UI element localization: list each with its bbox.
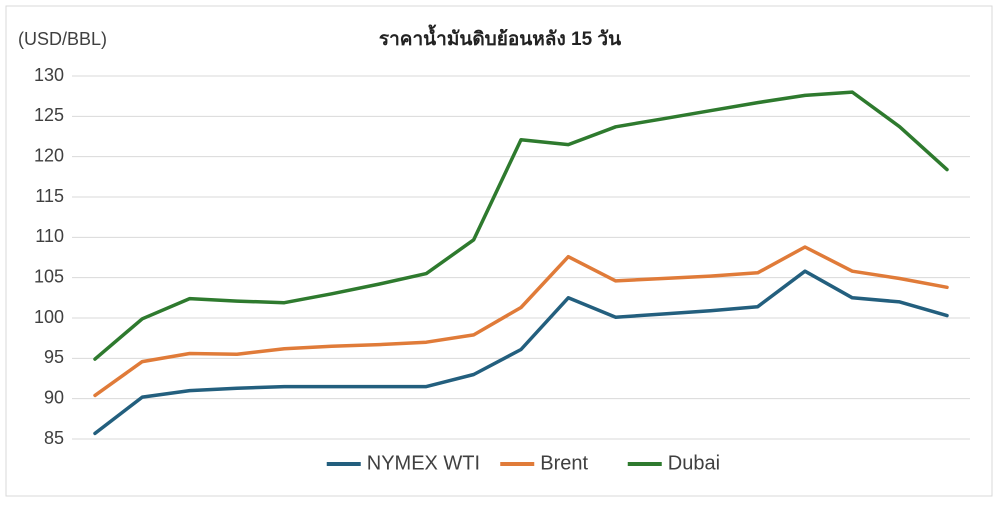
y-tick-label: 130 (34, 65, 64, 85)
chart-title: ราคาน้ำมันดิบย้อนหลัง 15 วัน (379, 24, 621, 50)
chart-border (5, 5, 993, 497)
series-line (93, 245, 949, 398)
legend-label: Brent (540, 452, 588, 474)
y-tick-label: 110 (35, 226, 64, 246)
y-tick-label: 95 (44, 347, 64, 367)
series-line (93, 269, 949, 436)
legend-label: Dubai (668, 452, 720, 474)
y-tick-label: 105 (34, 266, 64, 286)
y-tick-label: 125 (34, 105, 64, 125)
y-axis-label: (USD/BBL) (18, 29, 107, 49)
y-tick-label: 120 (34, 145, 64, 165)
y-tick-label: 85 (44, 428, 64, 448)
series-line (93, 90, 949, 361)
y-tick-label: 115 (35, 186, 64, 206)
y-tick-label: 90 (44, 387, 64, 407)
legend-label: NYMEX WTI (367, 452, 480, 474)
y-tick-label: 100 (34, 307, 64, 327)
